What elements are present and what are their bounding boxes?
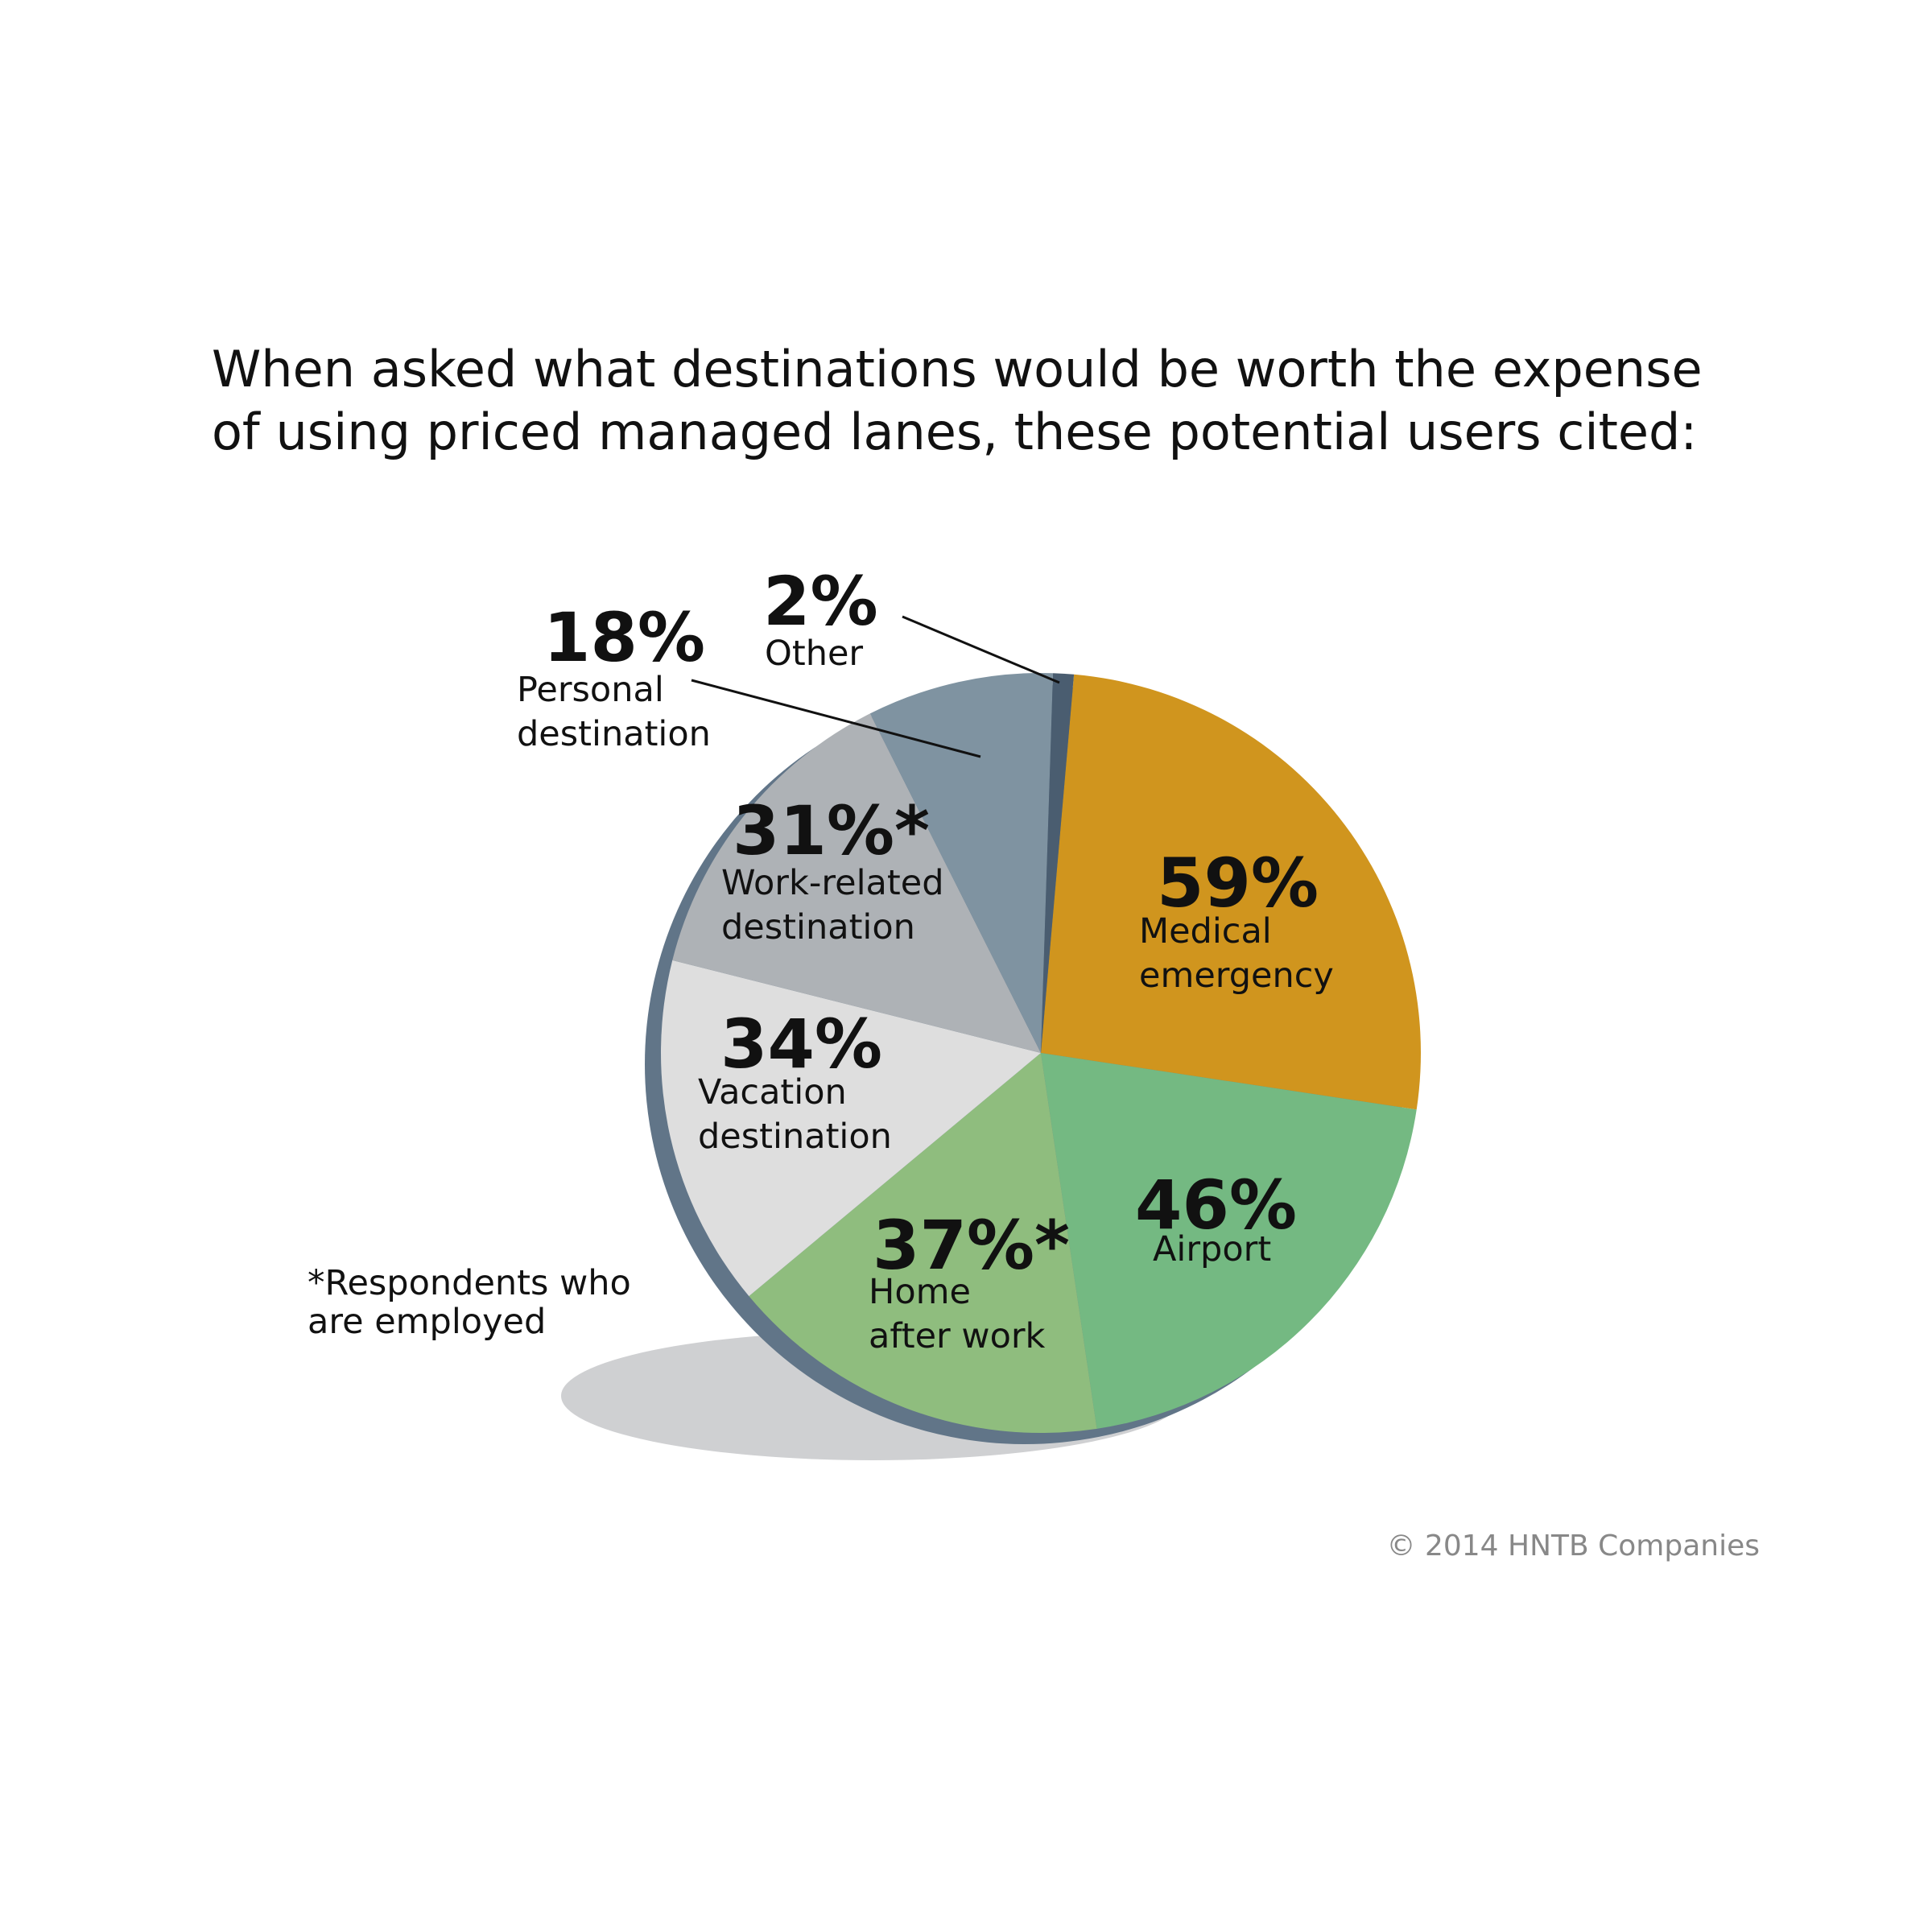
slice [1041, 673, 1075, 1053]
value-label: 37%* [873, 1206, 1070, 1285]
category-label: Other [765, 634, 864, 674]
value-label: 18% [543, 598, 706, 677]
slice [869, 672, 1054, 1053]
slices [660, 672, 1422, 1433]
category-label: Home after work [869, 1272, 1046, 1356]
category-label: Airport [1153, 1229, 1272, 1269]
category-label: Vacation destination [698, 1072, 892, 1157]
slice [1041, 1053, 1417, 1429]
value-label: 34% [720, 1005, 883, 1084]
chart-title: When asked what destinations would be wo… [212, 340, 1703, 461]
leader-line [691, 679, 981, 758]
slice [672, 713, 1041, 1053]
value-label: 2% [763, 562, 878, 641]
value-label: 59% [1157, 844, 1319, 923]
value-label: 46% [1135, 1166, 1298, 1245]
category-label: Personal destination [517, 670, 711, 754]
category-label: Medical emergency [1139, 911, 1334, 996]
footnote: *Respondents who are employed [308, 1263, 631, 1342]
value-label: 31%* [733, 791, 930, 870]
slice [1041, 674, 1422, 1110]
slice [749, 1053, 1097, 1433]
slice [660, 960, 1041, 1297]
source: © 2014 HNTB Companies [1386, 1530, 1761, 1563]
category-label: Work-related destination [721, 863, 944, 947]
leader-line [902, 615, 1060, 684]
